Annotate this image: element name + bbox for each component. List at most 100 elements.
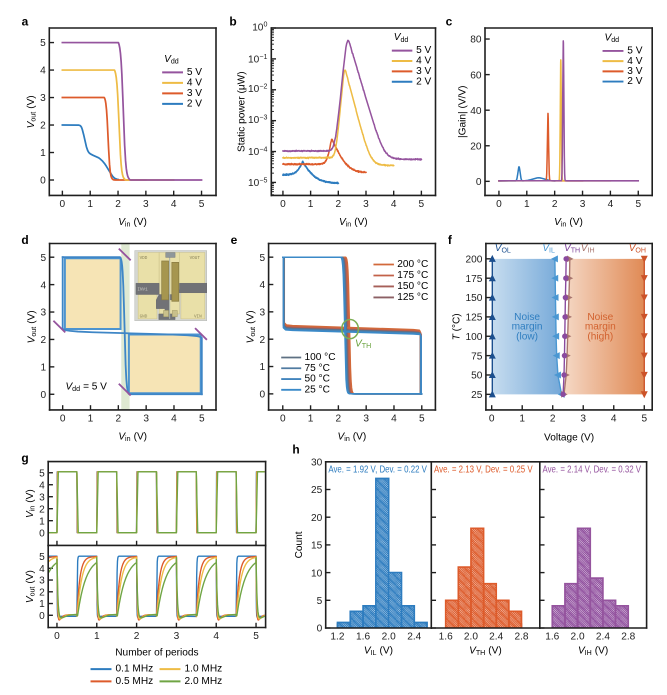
svg-text:V d d: V d d = 5 V — [65, 369, 107, 396]
svg-text:Ave. = 1.92 V, Dev. = 0.22 V: Ave. = 1.92 V, Dev. = 0.22 V — [328, 464, 427, 475]
svg-text:V o u t: V o u t ( V ) — [14, 92, 41, 128]
svg-text:INV1: INV1 — [137, 288, 148, 293]
svg-text:V T H: V T H ( V ) — [469, 633, 504, 660]
svg-text:100: 100 — [466, 332, 483, 343]
svg-text:20: 20 — [470, 141, 482, 152]
svg-text:125: 125 — [466, 313, 483, 324]
svg-text:0: 0 — [259, 390, 265, 401]
svg-text:1: 1 — [308, 199, 314, 210]
svg-text:2.4: 2.4 — [596, 632, 610, 643]
svg-text:0: 0 — [489, 413, 495, 424]
svg-text:4: 4 — [39, 564, 45, 575]
svg-text:5: 5 — [40, 38, 46, 49]
svg-text:2.0: 2.0 — [382, 632, 396, 643]
svg-text:2.0: 2.0 — [571, 632, 585, 643]
svg-text:0: 0 — [60, 413, 66, 424]
svg-text:4: 4 — [171, 199, 177, 210]
svg-text:V i n: V i n ( V ) — [339, 205, 371, 232]
svg-text:VIN: VIN — [194, 314, 202, 319]
svg-text:margin: margin — [585, 322, 616, 333]
svg-text:5 V: 5 V — [187, 67, 202, 78]
svg-text:1: 1 — [87, 199, 93, 210]
svg-text:Noise: Noise — [514, 312, 540, 323]
svg-text:Voltage (V): Voltage (V) — [544, 433, 594, 444]
svg-text:4: 4 — [40, 280, 46, 291]
svg-text:5 V: 5 V — [416, 45, 431, 56]
svg-text:V I H: V I H — [581, 231, 596, 258]
svg-text:1 0 0: 1 0 0 — [252, 10, 269, 35]
svg-text:c: c — [446, 15, 453, 29]
svg-text:2.8: 2.8 — [621, 632, 635, 643]
svg-text:1: 1 — [519, 413, 525, 424]
svg-text:e: e — [231, 233, 238, 247]
svg-text:40: 40 — [470, 106, 482, 117]
svg-text:0: 0 — [496, 199, 502, 210]
svg-text:1 0 −: 1 0 − 1 — [248, 39, 270, 68]
svg-text:0: 0 — [54, 631, 60, 642]
svg-text:4: 4 — [608, 199, 614, 210]
svg-text:1.2: 1.2 — [330, 632, 344, 643]
svg-text:0: 0 — [40, 390, 46, 401]
svg-text:1 0 −: 1 0 − 5 — [248, 162, 270, 191]
svg-text:0: 0 — [317, 624, 323, 635]
svg-text:GND: GND — [140, 314, 148, 319]
svg-text:25 °C: 25 °C — [304, 384, 329, 395]
svg-text:1 0 −: 1 0 − 3 — [248, 99, 270, 128]
svg-text:15: 15 — [311, 541, 323, 552]
svg-text:V T H: V T H — [564, 231, 581, 258]
svg-text:200 °C: 200 °C — [397, 259, 428, 270]
svg-text:0: 0 — [39, 611, 45, 622]
svg-text:VOUT: VOUT — [190, 256, 201, 261]
svg-text:5: 5 — [199, 199, 205, 210]
svg-text:5: 5 — [253, 631, 259, 642]
svg-text:V d d: V d d — [605, 21, 622, 48]
svg-text:Noise: Noise — [587, 312, 613, 323]
svg-text:V d d: V d d — [164, 42, 181, 69]
svg-text:g: g — [21, 451, 28, 465]
svg-text:2: 2 — [134, 631, 140, 642]
svg-text:3: 3 — [259, 308, 265, 319]
svg-text:2: 2 — [39, 504, 45, 515]
svg-text:5: 5 — [635, 199, 641, 210]
svg-text:5: 5 — [317, 596, 323, 607]
svg-text:1: 1 — [88, 413, 94, 424]
svg-text:2: 2 — [335, 199, 341, 210]
svg-text:3: 3 — [39, 492, 45, 503]
svg-text:V I L: V I L — [542, 231, 557, 258]
svg-text:50: 50 — [471, 371, 483, 382]
svg-text:25: 25 — [311, 485, 323, 496]
svg-text:0: 0 — [40, 176, 46, 187]
svg-text:25: 25 — [471, 390, 483, 401]
svg-text:20: 20 — [311, 513, 323, 524]
svg-text:175 °C: 175 °C — [397, 270, 428, 281]
svg-text:3 V: 3 V — [416, 66, 431, 77]
svg-text:3: 3 — [580, 413, 586, 424]
svg-text:2.4: 2.4 — [489, 632, 503, 643]
svg-text:2.0 MHz: 2.0 MHz — [185, 676, 223, 687]
svg-text:2 V: 2 V — [187, 98, 202, 109]
svg-text:V i n: V i n ( V ) — [118, 205, 150, 232]
svg-text:0: 0 — [280, 199, 286, 210]
svg-text:Ave. = 2.13 V, Dev. = 0.25 V: Ave. = 2.13 V, Dev. = 0.25 V — [434, 464, 533, 475]
svg-text:5: 5 — [419, 199, 425, 210]
svg-text:1: 1 — [308, 414, 314, 425]
svg-text:3: 3 — [580, 199, 586, 210]
svg-text:3 V: 3 V — [627, 66, 642, 77]
svg-text:a: a — [22, 15, 29, 29]
svg-text:60: 60 — [470, 70, 482, 81]
svg-text:200: 200 — [466, 255, 483, 266]
svg-text:30: 30 — [311, 457, 323, 468]
svg-text:V i n: V i n ( V ) — [118, 419, 150, 446]
svg-text:V O H: V O H — [629, 231, 647, 258]
svg-text:5: 5 — [641, 413, 647, 424]
svg-text:175: 175 — [466, 274, 483, 285]
svg-text:5: 5 — [39, 468, 45, 479]
svg-text:V i n: V i n ( V ) — [554, 205, 586, 232]
svg-text:5: 5 — [419, 414, 425, 425]
svg-text:10: 10 — [311, 568, 323, 579]
svg-text:V o u t: V o u t ( V ) — [14, 307, 41, 343]
svg-text:0.1 MHz: 0.1 MHz — [116, 664, 154, 675]
svg-text:2: 2 — [552, 199, 558, 210]
svg-text:T ( °: T ( ° C ) — [439, 310, 464, 340]
svg-text:2: 2 — [40, 335, 46, 346]
